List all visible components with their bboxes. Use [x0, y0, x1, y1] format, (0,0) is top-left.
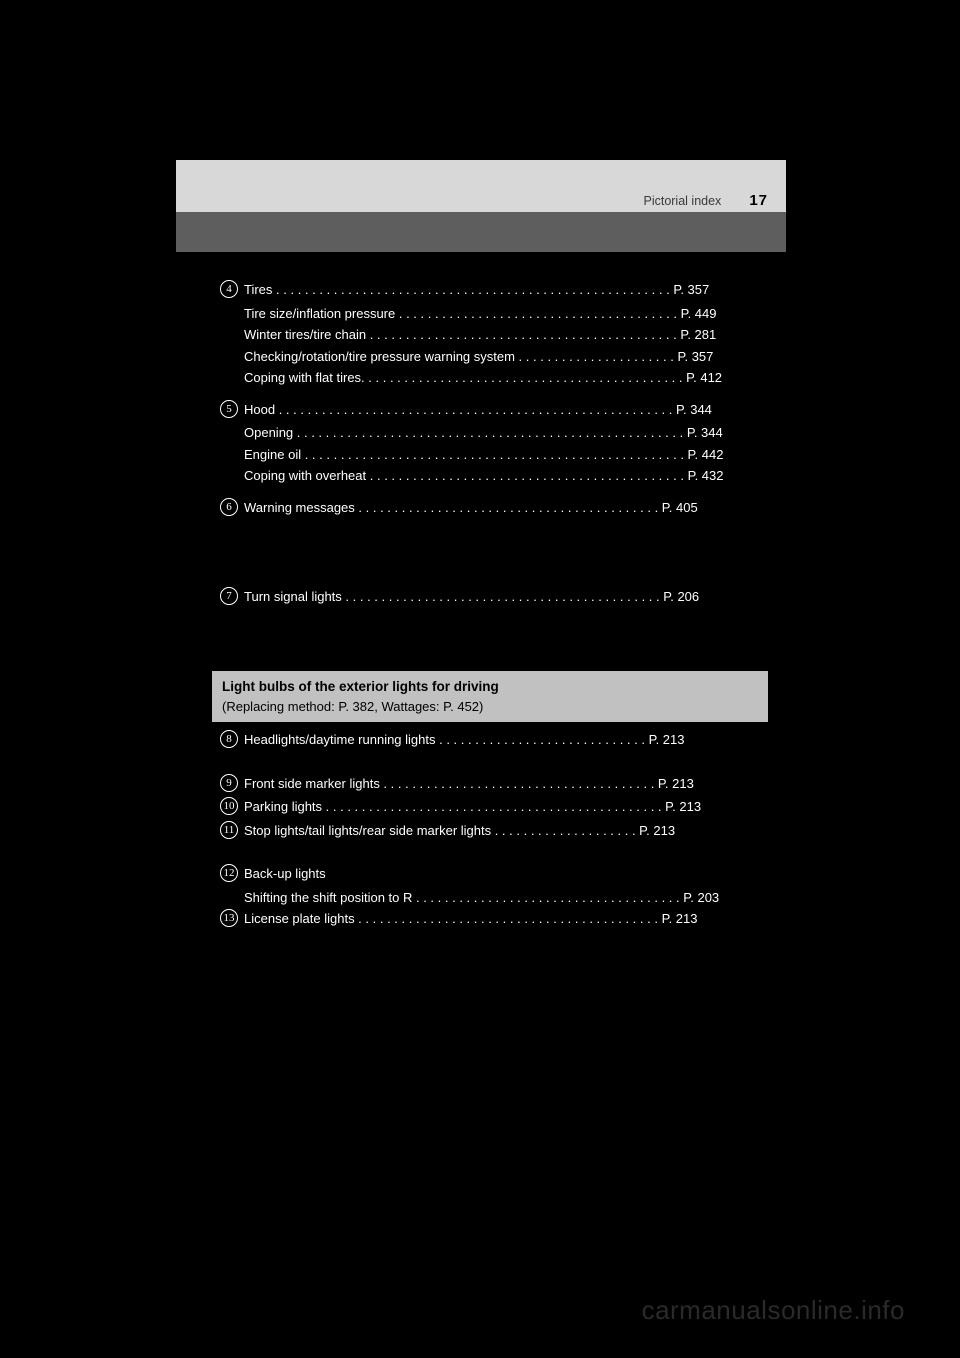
- index-item-8: 8 Headlights/daytime running lights . . …: [220, 730, 768, 750]
- item-sub-text: Coping with flat tires. . . . . . . . . …: [244, 368, 768, 388]
- info-box-sub: (Replacing method: P. 382, Wattages: P. …: [222, 697, 758, 717]
- item-number-icon: 9: [220, 774, 238, 792]
- item-number-icon: 13: [220, 909, 238, 927]
- info-box: Light bulbs of the exterior lights for d…: [212, 671, 768, 723]
- section-label: Pictorial index: [643, 194, 721, 208]
- index-item-10: 10 Parking lights . . . . . . . . . . . …: [220, 797, 768, 817]
- item-main-text: Warning messages . . . . . . . . . . . .…: [244, 498, 768, 518]
- item-number-icon: 10: [220, 797, 238, 815]
- item-sub-text: Coping with overheat . . . . . . . . . .…: [244, 466, 768, 486]
- content-area: 4 Tires . . . . . . . . . . . . . . . . …: [176, 252, 786, 929]
- index-item-4: 4 Tires . . . . . . . . . . . . . . . . …: [220, 280, 768, 300]
- page-header: Pictorial index 17: [176, 160, 786, 212]
- index-item-7: 7 Turn signal lights . . . . . . . . . .…: [220, 587, 768, 607]
- item-sub-text: Checking/rotation/tire pressure warning …: [244, 347, 768, 367]
- item-sub-text: Shifting the shift position to R . . . .…: [244, 888, 768, 908]
- item-number-icon: 4: [220, 280, 238, 298]
- item-main-text: Parking lights . . . . . . . . . . . . .…: [244, 797, 768, 817]
- item-main-text: Stop lights/tail lights/rear side marker…: [244, 821, 768, 841]
- item-number-icon: 5: [220, 400, 238, 418]
- item-main-text: Hood . . . . . . . . . . . . . . . . . .…: [244, 400, 768, 420]
- item-number-icon: 12: [220, 864, 238, 882]
- item-number-icon: 6: [220, 498, 238, 516]
- item-main-text: Turn signal lights . . . . . . . . . . .…: [244, 587, 768, 607]
- index-item-5: 5 Hood . . . . . . . . . . . . . . . . .…: [220, 400, 768, 420]
- item-sub-text: Engine oil . . . . . . . . . . . . . . .…: [244, 445, 768, 465]
- item-main-text: License plate lights . . . . . . . . . .…: [244, 909, 768, 929]
- info-box-title: Light bulbs of the exterior lights for d…: [222, 677, 758, 697]
- page-number: 17: [749, 192, 768, 209]
- gray-divider-bar: [176, 212, 786, 252]
- manual-page: Pictorial index 17 4 Tires . . . . . . .…: [176, 160, 786, 933]
- index-item-6: 6 Warning messages . . . . . . . . . . .…: [220, 498, 768, 518]
- item-number-icon: 8: [220, 730, 238, 748]
- item-main-text: Back-up lights: [244, 864, 768, 884]
- item-main-text: Tires . . . . . . . . . . . . . . . . . …: [244, 280, 768, 300]
- item-sub-text: Winter tires/tire chain . . . . . . . . …: [244, 325, 768, 345]
- item-sub-text: Tire size/inflation pressure . . . . . .…: [244, 304, 768, 324]
- item-number-icon: 11: [220, 821, 238, 839]
- item-number-icon: 7: [220, 587, 238, 605]
- index-item-13: 13 License plate lights . . . . . . . . …: [220, 909, 768, 929]
- item-main-text: Front side marker lights . . . . . . . .…: [244, 774, 768, 794]
- item-main-text: Headlights/daytime running lights . . . …: [244, 730, 768, 750]
- index-item-11: 11 Stop lights/tail lights/rear side mar…: [220, 821, 768, 841]
- index-item-9: 9 Front side marker lights . . . . . . .…: [220, 774, 768, 794]
- index-item-12: 12 Back-up lights: [220, 864, 768, 884]
- watermark: carmanualsonline.info: [642, 1295, 905, 1326]
- item-sub-text: Opening . . . . . . . . . . . . . . . . …: [244, 423, 768, 443]
